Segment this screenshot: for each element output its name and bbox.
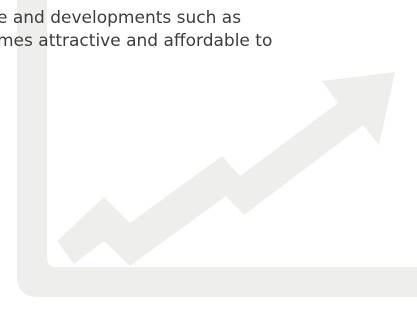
trend-arrow	[57, 72, 395, 266]
body-text-line-2: mes attractive and affordable to	[0, 31, 273, 51]
chart-axes	[17, 0, 417, 297]
body-text: e and developments such as mes attractiv…	[0, 7, 272, 53]
body-text-line-1: e and developments such as	[0, 8, 242, 28]
